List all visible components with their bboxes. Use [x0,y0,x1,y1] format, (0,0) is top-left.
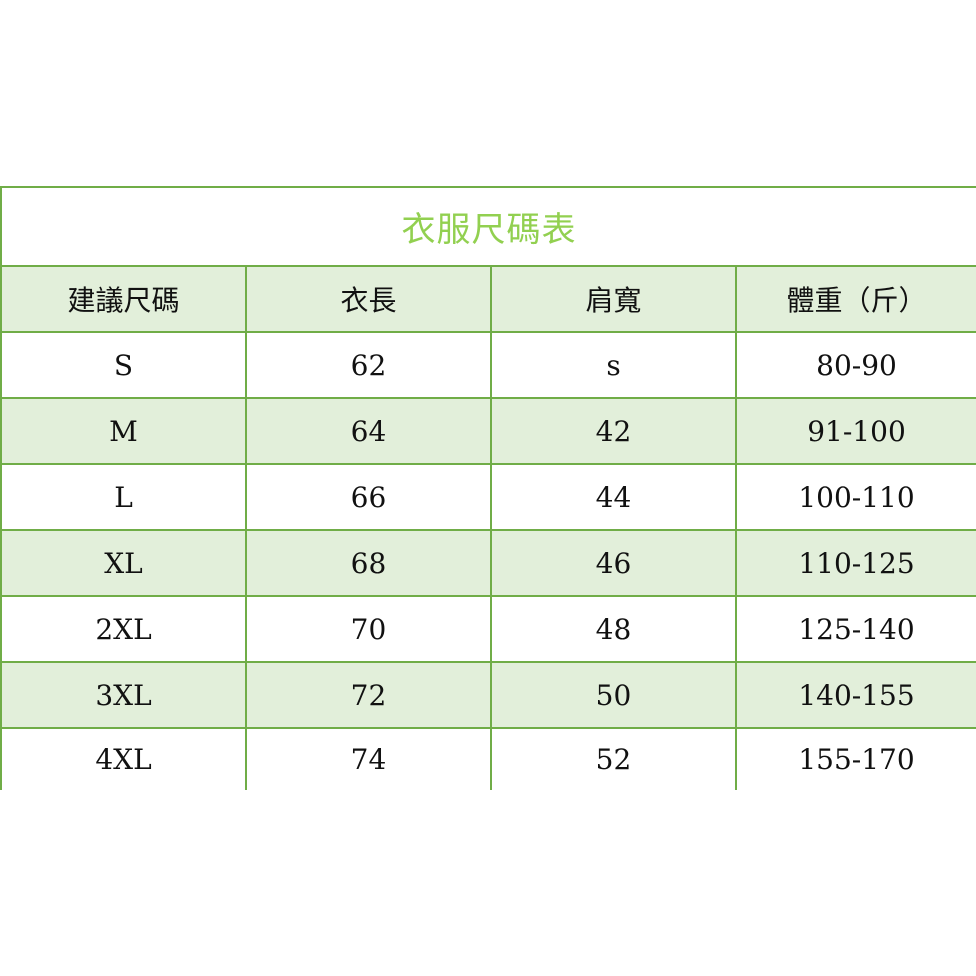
table-cell: 72 [245,663,490,727]
table-cell: 44 [490,465,735,529]
table-row: L 66 44 100-110 [0,463,976,529]
table-cell: 91-100 [735,399,976,463]
header-row: 建議尺碼 衣長 肩寬 體重（斤） [0,265,976,331]
table-cell: L [0,465,245,529]
table-cell: s [490,333,735,397]
table-cell: 70 [245,597,490,661]
table-row: S 62 s 80-90 [0,331,976,397]
table-row: 4XL 74 52 155-170 [0,727,976,790]
table-cell: 80-90 [735,333,976,397]
table-cell: 52 [490,729,735,790]
table-cell: 68 [245,531,490,595]
table-cell: 62 [245,333,490,397]
table-cell: 46 [490,531,735,595]
table-cell: 74 [245,729,490,790]
table-cell: 2XL [0,597,245,661]
table-cell: 4XL [0,729,245,790]
table-cell: 42 [490,399,735,463]
table-cell: 100-110 [735,465,976,529]
table-cell: XL [0,531,245,595]
header-cell: 肩寬 [490,267,735,331]
table-cell: 3XL [0,663,245,727]
table-cell: 50 [490,663,735,727]
table-cell: 125-140 [735,597,976,661]
table-row: 2XL 70 48 125-140 [0,595,976,661]
table-row: 3XL 72 50 140-155 [0,661,976,727]
table-cell: 140-155 [735,663,976,727]
table-cell: S [0,333,245,397]
table-row: XL 68 46 110-125 [0,529,976,595]
header-cell: 衣長 [245,267,490,331]
table-cell: 66 [245,465,490,529]
header-cell: 建議尺碼 [0,267,245,331]
table-cell: 155-170 [735,729,976,790]
table-cell: M [0,399,245,463]
table-cell: 48 [490,597,735,661]
header-cell: 體重（斤） [735,267,976,331]
table-cell: 110-125 [735,531,976,595]
table-cell: 64 [245,399,490,463]
table-row: M 64 42 91-100 [0,397,976,463]
table-title: 衣服尺碼表 [0,186,976,265]
